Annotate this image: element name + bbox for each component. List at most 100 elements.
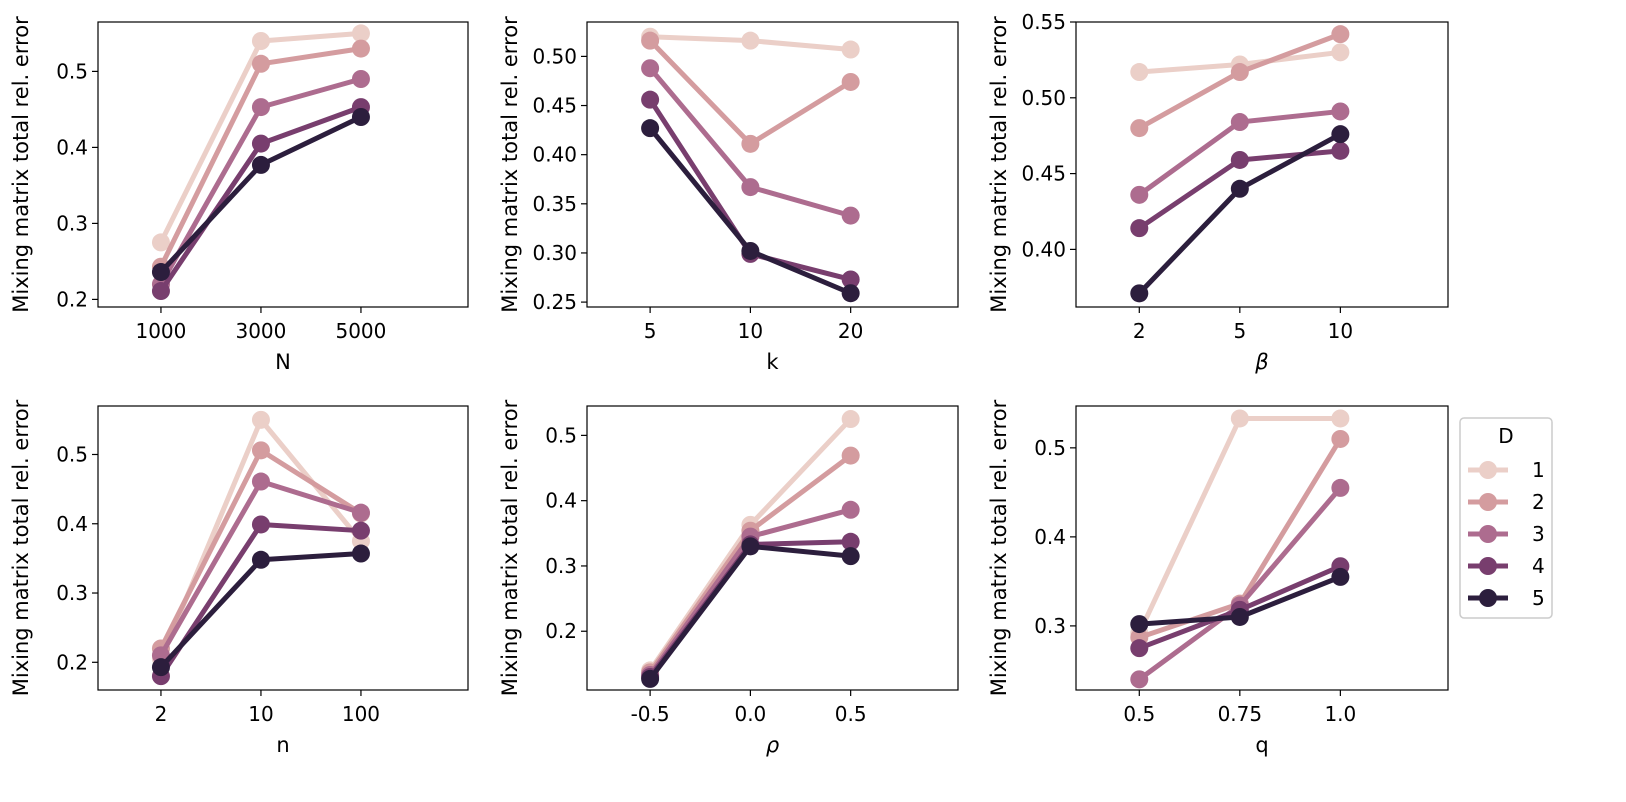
data-point [1331,567,1350,586]
data-point [841,284,860,303]
x-tick-label: 2 [1133,319,1146,343]
series-D2 [641,31,860,153]
y-tick-label: 0.45 [1021,162,1066,186]
x-tick-label: 10 [248,702,273,726]
axes-frame [586,405,959,691]
data-point [1230,150,1249,169]
data-point [841,547,860,566]
data-point [251,410,270,429]
x-axis-label: k [766,350,779,374]
y-tick-label: 0.2 [545,619,577,643]
y-tick-label: 0.5 [545,423,577,447]
data-point [251,550,270,569]
axes-frame [97,405,469,691]
x-tick-label: 0.5 [835,702,867,726]
y-tick-label: 0.3 [56,581,88,605]
axes-frame [586,21,959,308]
y-axis-label: Mixing matrix total rel. error [498,399,522,696]
legend: D1 2 3 4 5 [1459,417,1553,619]
series-line [648,126,852,296]
data-point [841,270,860,289]
data-point [641,90,660,109]
data-point [351,544,370,563]
data-point [1331,125,1350,144]
series-D5 [1130,567,1350,634]
data-point [1331,141,1350,160]
data-point [1331,102,1350,121]
data-point [251,54,270,73]
axes-frame [1075,21,1449,308]
data-point [1331,429,1350,448]
data-point [251,134,270,153]
y-tick-label: 0.4 [56,135,88,159]
legend-marker [1479,461,1497,479]
data-point [351,70,370,88]
data-point [1130,63,1149,82]
y-tick-label: 0.50 [532,44,577,68]
axes-frame [97,21,469,308]
data-point [151,658,170,677]
legend-title: D [1498,424,1513,448]
series-D4 [1130,557,1350,658]
data-point [1230,63,1249,82]
data-point [1331,478,1350,497]
data-point [351,24,370,43]
y-tick-label: 0.3 [545,554,577,578]
data-point [741,241,760,260]
y-tick-label: 0.5 [56,442,88,466]
y-tick-label: 0.5 [1034,436,1066,460]
series-D5 [641,119,860,303]
subplot-2: 0.25 0.30 0.35 0.40 0.45 0.50 5 10 20 k Mixing mat… [498,16,959,374]
legend-marker [1479,525,1497,543]
y-tick-label: 0.4 [56,512,88,536]
data-point [251,155,270,174]
data-point [841,72,860,91]
data-point [251,472,270,491]
y-tick-label: 0.40 [532,143,577,167]
data-point [1331,409,1350,428]
series-line [648,543,851,681]
y-tick-label: 0.2 [56,650,88,674]
y-tick-label: 0.40 [1021,237,1066,261]
data-point [151,282,170,301]
y-tick-label: 0.55 [1021,10,1066,34]
data-point [841,40,860,59]
data-point [251,515,270,534]
data-point [841,446,860,465]
subplot-5: 0.2 0.3 0.4 0.5 -0.5 0.0 0.5 ρ Mixing matrix tot… [498,399,959,757]
data-point [1230,113,1249,132]
data-point [641,31,660,50]
x-tick-label: 1000 [135,319,186,343]
y-tick-label: 0.5 [56,59,88,83]
x-tick-label: 5 [644,319,657,343]
y-tick-label: 0.30 [532,241,577,265]
axes-frame [1075,405,1449,691]
data-point [351,521,370,540]
data-point [741,178,760,197]
x-axis-label: N [275,350,291,374]
legend-label: 5 [1532,586,1545,610]
y-tick-label: 0.3 [56,211,88,235]
series-D2 [1130,25,1350,138]
series-line [159,551,362,669]
legend-entry-4: 4 [1468,554,1545,578]
data-point [741,537,760,556]
data-point [1331,25,1350,44]
data-point [1130,284,1149,303]
data-point [741,31,760,50]
data-point [841,410,860,429]
data-point [641,669,660,688]
x-tick-label: 0.5 [1123,702,1155,726]
y-axis-label: Mixing matrix total rel. error [9,399,33,696]
subplot-4: 0.2 0.3 0.4 0.5 2 10 100 n Mixing matrix total r… [9,399,469,757]
series-D5 [1130,125,1350,303]
series-D3 [641,500,860,684]
data-point [1130,639,1149,658]
data-point [1230,409,1249,428]
x-tick-label: 10 [738,319,763,343]
series-D5 [151,544,370,677]
legend-label: 2 [1532,490,1545,514]
x-axis-label: β [1254,350,1268,374]
series-line [648,38,852,147]
